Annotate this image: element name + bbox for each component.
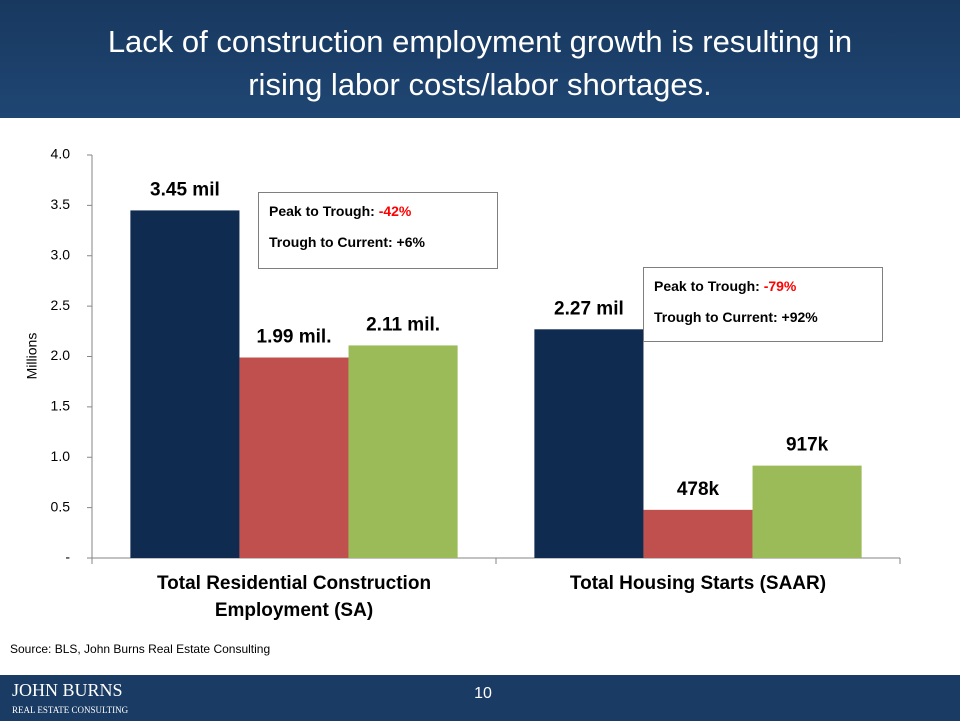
bar xyxy=(534,329,644,558)
y-tick-label: 2.5 xyxy=(51,297,71,313)
data-label: 1.99 mil. xyxy=(257,327,332,348)
y-axis-label: Millions xyxy=(24,333,40,380)
footer-band xyxy=(0,675,960,721)
annotation-text: Trough to Current: +92% xyxy=(654,309,818,325)
x-tick-label: Total Residential Construction Employmen… xyxy=(156,573,432,621)
bar xyxy=(348,345,458,558)
bar xyxy=(130,210,240,558)
source: Source: BLS, John Burns Real Estate Cons… xyxy=(10,642,270,656)
bar xyxy=(239,357,349,558)
annotation-line: Peak to Trough: -42% xyxy=(269,196,487,227)
annotation-box: Peak to Trough: -79% Trough to Current: +… xyxy=(643,267,883,342)
annotation-line: Trough to Current: +92% xyxy=(654,302,872,333)
annotation-text: Peak to Trough: xyxy=(269,203,375,219)
title-line: Lack of construction employment growth i… xyxy=(108,24,852,59)
logo: JOHN BURNS xyxy=(12,680,123,700)
data-label: 2.27 mil xyxy=(554,298,624,319)
y-tick-label: 2.0 xyxy=(51,347,71,363)
y-tick-label: 1.0 xyxy=(51,448,71,464)
data-label: 3.45 mil xyxy=(150,179,220,200)
y-tick-label: - xyxy=(65,549,70,565)
annotation-value: -79% xyxy=(763,278,797,294)
data-label: 917k xyxy=(786,435,829,456)
annotation-box: Peak to Trough: -42% Trough to Current: +… xyxy=(258,192,498,269)
data-label: 2.11 mil. xyxy=(366,314,440,335)
x-tick-label: Total Housing Starts (SAAR) xyxy=(569,573,827,594)
annotation-text: Trough to Current: +6% xyxy=(269,234,425,250)
logo-sub: REAL ESTATE CONSULTING xyxy=(12,705,129,715)
y-tick-label: 0.5 xyxy=(51,498,71,514)
y-tick-label: 1.5 xyxy=(51,398,71,414)
annotation-line: Peak to Trough: -79% xyxy=(654,271,872,302)
annotation-text: Peak to Trough: xyxy=(654,278,760,294)
header-band xyxy=(0,0,960,118)
bar xyxy=(643,509,753,558)
bar xyxy=(752,465,862,558)
page-number: 10 xyxy=(474,685,492,702)
annotation-value: -42% xyxy=(378,203,412,219)
data-label: 478k xyxy=(677,479,720,500)
y-tick-label: 3.5 xyxy=(51,196,71,212)
y-tick-label: 4.0 xyxy=(51,146,71,162)
annotation-line: Trough to Current: +6% xyxy=(269,227,487,258)
y-tick-label: 3.0 xyxy=(51,246,71,262)
title-line: rising labor costs/labor shortages. xyxy=(248,67,712,102)
